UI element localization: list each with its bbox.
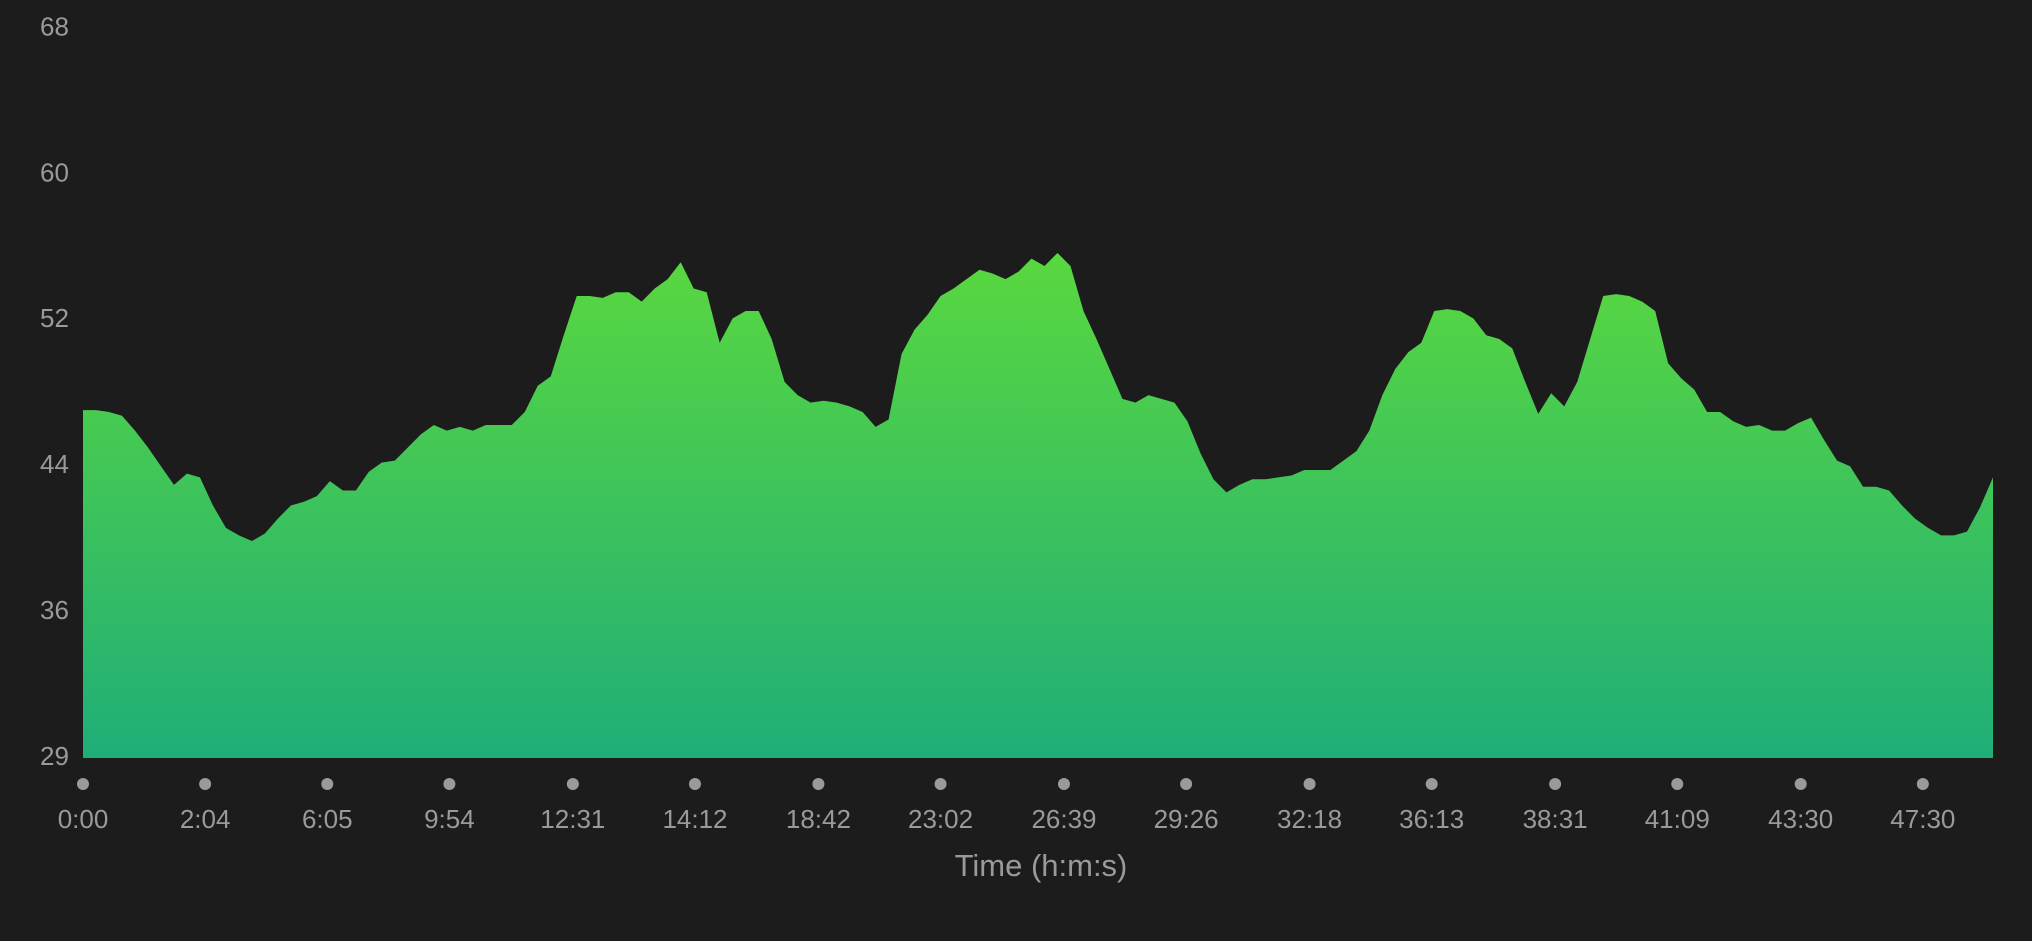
y-tick-label: 29: [40, 741, 69, 771]
area: [83, 252, 1993, 758]
x-tick-dot: [1916, 778, 1929, 790]
x-tick-label: 36:13: [1399, 804, 1464, 834]
x-tick-dot: [566, 778, 579, 790]
x-tick-label: 32:18: [1277, 804, 1342, 834]
x-tick-label: 43:30: [1768, 804, 1833, 834]
x-tick-dot: [688, 778, 701, 790]
y-tick-label: 44: [40, 449, 69, 479]
x-tick-label: 6:05: [302, 804, 353, 834]
x-tick-dot: [1794, 778, 1807, 790]
x-tick-dot: [321, 778, 334, 790]
x-tick-label: 47:30: [1890, 804, 1955, 834]
x-tick-label: 23:02: [908, 804, 973, 834]
x-tick-dot: [1549, 778, 1562, 790]
x-tick-label: 38:31: [1523, 804, 1588, 834]
x-tick-dot: [1425, 778, 1438, 790]
x-tick-dot: [77, 778, 89, 790]
y-tick-label: 36: [40, 595, 69, 625]
x-tick-label: 12:31: [540, 804, 605, 834]
x-tick-dot: [1057, 778, 1070, 790]
x-tick-dot: [812, 778, 825, 790]
y-tick-label: 68: [40, 11, 69, 41]
x-tick-dot: [199, 778, 212, 790]
x-tick-dot: [934, 778, 947, 790]
y-tick-label: 60: [40, 157, 69, 187]
x-tick-dot: [443, 778, 456, 790]
x-tick-label: 26:39: [1031, 804, 1096, 834]
x-tick-label: 14:12: [662, 804, 727, 834]
x-axis-title: Time (h:m:s): [955, 848, 1128, 883]
x-tick-label: 41:09: [1645, 804, 1710, 834]
x-tick-dot: [1180, 778, 1193, 790]
x-tick-label: 9:54: [424, 804, 475, 834]
x-tick-label: 18:42: [786, 804, 851, 834]
x-tick-label: 29:26: [1154, 804, 1219, 834]
x-tick-dot: [1671, 778, 1684, 790]
y-tick-label: 52: [40, 303, 69, 333]
x-tick-label: 2:04: [180, 804, 231, 834]
x-tick-label: 0:00: [58, 804, 109, 834]
x-tick-dot: [1303, 778, 1316, 790]
